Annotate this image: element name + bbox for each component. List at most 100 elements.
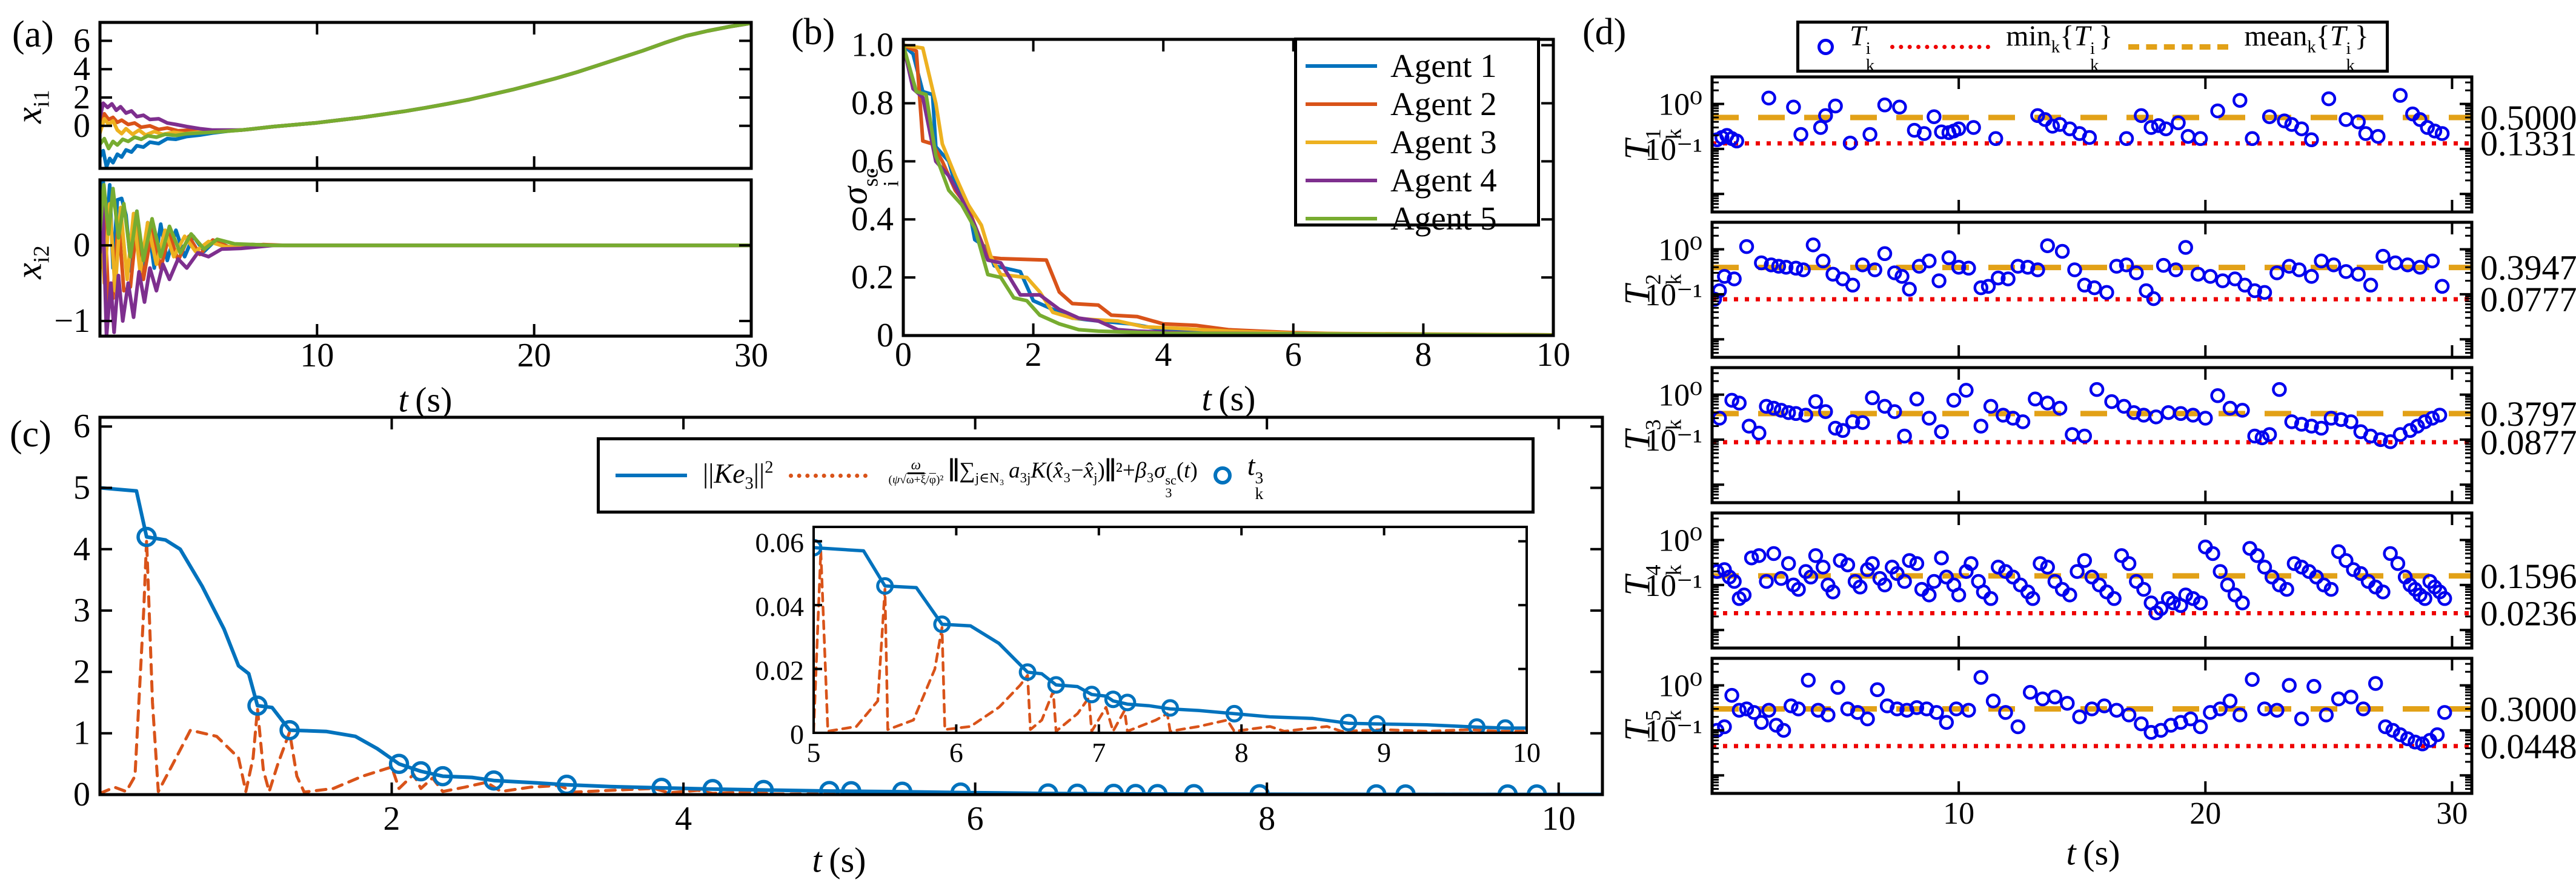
c-inset-curve <box>814 546 1527 730</box>
data-point <box>1791 701 1806 716</box>
data-point <box>2227 587 2243 603</box>
data-point <box>2077 277 2093 293</box>
data-point <box>2434 126 2450 141</box>
data-point <box>2371 128 2386 144</box>
data-point <box>2321 91 2337 107</box>
data-point <box>1825 584 1841 600</box>
data-point <box>1964 556 1979 571</box>
a-bottom-series <box>100 180 751 336</box>
data-point <box>2129 574 2144 589</box>
data-point <box>1902 282 1917 297</box>
data-point <box>2247 428 2262 444</box>
legend-label: Agent 2 <box>1390 85 1497 122</box>
data-point <box>2279 581 2294 597</box>
data-point <box>814 538 823 557</box>
d-4-series <box>1712 539 2472 621</box>
data-point <box>2284 414 2300 429</box>
data-point <box>1118 693 1137 712</box>
data-point <box>2005 569 2020 585</box>
data-point <box>2146 291 2162 306</box>
data-point <box>2015 414 2031 429</box>
panel-a-label: (a) <box>12 14 54 55</box>
agent1-line-swatch <box>1306 64 1377 68</box>
data-point <box>2114 548 2130 563</box>
d-5-series <box>1712 670 2472 752</box>
data-point <box>2126 405 2142 420</box>
data-point <box>1961 703 1976 718</box>
data-point <box>1966 120 1981 135</box>
data-point <box>950 782 971 795</box>
x-tick-label: 6 <box>1285 336 1302 374</box>
data-point <box>2077 428 2093 444</box>
data-point <box>1712 564 1725 579</box>
data-point <box>1805 237 1821 253</box>
a-bottom-curve <box>100 180 751 277</box>
data-point <box>2269 265 2285 280</box>
data-point <box>2434 279 2450 294</box>
a-top-curve <box>100 22 751 151</box>
data-point <box>2134 716 2149 732</box>
data-point <box>2257 285 2272 300</box>
data-point <box>2363 277 2378 293</box>
data-point <box>2375 248 2391 264</box>
Ke3-line-swatch <box>616 474 687 477</box>
data-point <box>2151 118 2166 133</box>
panel-b-label: (b) <box>791 12 835 53</box>
data-point <box>2180 128 2196 144</box>
data-point <box>1855 257 1870 273</box>
data-point <box>2339 112 2354 127</box>
data-point <box>2022 684 2038 700</box>
data-point <box>1727 574 1742 589</box>
data-point <box>2082 130 2097 145</box>
data-point <box>2010 719 2026 735</box>
data-point <box>2390 556 2406 571</box>
data-point <box>2010 259 2026 274</box>
data-point <box>1731 395 1747 411</box>
data-point <box>2319 707 2334 723</box>
legend-item-agent5: Agent 5 <box>1306 199 1529 237</box>
b-curve <box>903 43 1553 336</box>
y-tick-label: 0 <box>73 107 90 145</box>
data-point <box>2262 109 2277 124</box>
data-point <box>1983 399 1999 414</box>
data-point <box>2277 113 2292 128</box>
data-point <box>2346 562 2361 577</box>
data-point <box>1973 670 1989 685</box>
threshold-value-label: 0.1331 <box>2480 124 2576 164</box>
data-point <box>753 779 774 795</box>
data-point <box>2000 271 2016 286</box>
legend-item-agent3: Agent 3 <box>1306 123 1529 161</box>
data-point <box>2220 577 2236 593</box>
x-tick-label: 10 <box>1943 796 1974 831</box>
data-point <box>933 615 951 634</box>
data-point <box>1959 383 1974 398</box>
data-point <box>2077 553 2093 568</box>
data-point <box>1791 581 1806 597</box>
data-point <box>2205 546 2220 561</box>
data-point <box>2143 725 2159 740</box>
axis-label-t-a: t (s) <box>398 380 453 420</box>
data-point <box>2282 678 2297 693</box>
threshold-dotted-swatch <box>789 473 868 478</box>
data-point <box>2232 93 2248 108</box>
data-point <box>1998 705 2013 720</box>
data-point <box>1951 121 1967 136</box>
data-point <box>1724 392 1739 408</box>
x-tick-label: 10 <box>1513 737 1541 768</box>
data-point <box>1754 255 1769 271</box>
data-point <box>1922 587 1937 603</box>
data-point <box>2153 601 2169 617</box>
data-point <box>2054 243 2070 259</box>
data-point <box>2245 672 2260 687</box>
y-tick-label: 4 <box>73 50 90 88</box>
data-point <box>1813 120 1828 135</box>
data-point <box>1916 126 1932 141</box>
data-point <box>1951 587 1967 603</box>
data-point <box>1897 428 1912 444</box>
axis-label-sigma: σ sc i <box>834 168 903 205</box>
data-point <box>1468 718 1486 733</box>
data-point <box>1892 99 1907 115</box>
x-tick-label: 30 <box>2436 796 2468 831</box>
data-point <box>1801 672 1816 688</box>
Tk-circle-swatch <box>1817 38 1834 55</box>
